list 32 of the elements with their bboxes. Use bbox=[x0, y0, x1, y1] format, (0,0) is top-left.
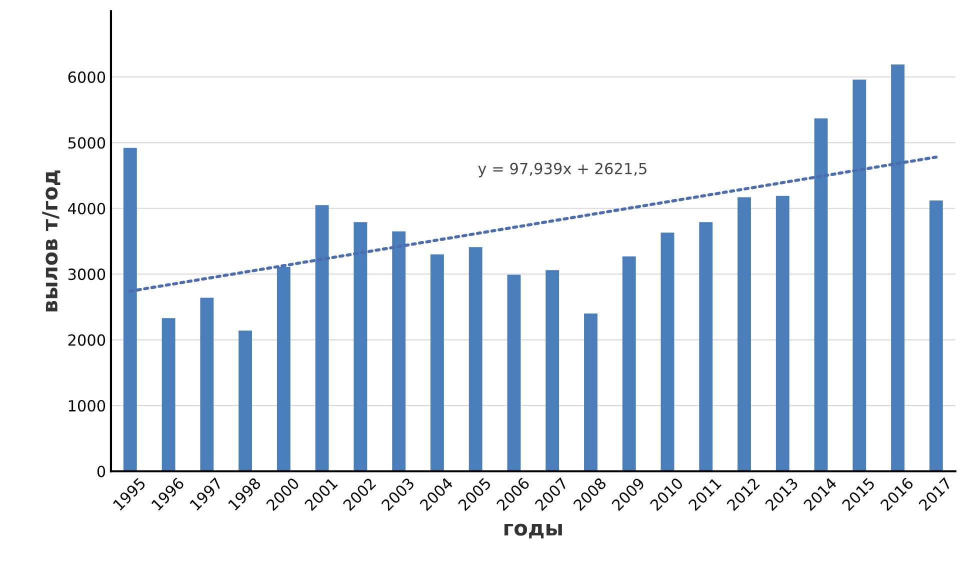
y-axis-title: вылов т/год bbox=[42, 170, 60, 312]
bar bbox=[468, 247, 482, 472]
bar bbox=[507, 274, 521, 472]
y-tick-label: 1000 bbox=[68, 400, 106, 412]
bar bbox=[584, 314, 598, 472]
y-tick-label: 0 bbox=[97, 466, 106, 478]
bar bbox=[546, 270, 560, 472]
bar bbox=[776, 196, 790, 472]
bar bbox=[276, 266, 290, 472]
bar bbox=[814, 118, 828, 472]
bar bbox=[162, 318, 176, 472]
y-tick-label: 3000 bbox=[68, 268, 106, 280]
bar bbox=[200, 298, 214, 472]
bar bbox=[929, 200, 943, 472]
bar bbox=[123, 148, 137, 472]
y-tick-label: 2000 bbox=[68, 334, 106, 346]
x-axis-title: годы bbox=[504, 524, 562, 538]
y-tick-label: 5000 bbox=[68, 137, 106, 149]
y-tick-label: 4000 bbox=[68, 202, 106, 214]
bar bbox=[699, 222, 713, 472]
bar bbox=[430, 254, 444, 472]
bar bbox=[315, 205, 329, 472]
bar bbox=[660, 232, 674, 472]
bar bbox=[622, 256, 636, 472]
bar bbox=[238, 330, 252, 472]
annotation: y = 97,939x + 2621,5 bbox=[478, 162, 646, 178]
y-tick-label: 6000 bbox=[68, 71, 106, 83]
bar bbox=[354, 222, 368, 472]
bar bbox=[891, 64, 904, 472]
bar bbox=[392, 231, 406, 472]
bar bbox=[738, 197, 751, 472]
bar bbox=[852, 80, 866, 472]
